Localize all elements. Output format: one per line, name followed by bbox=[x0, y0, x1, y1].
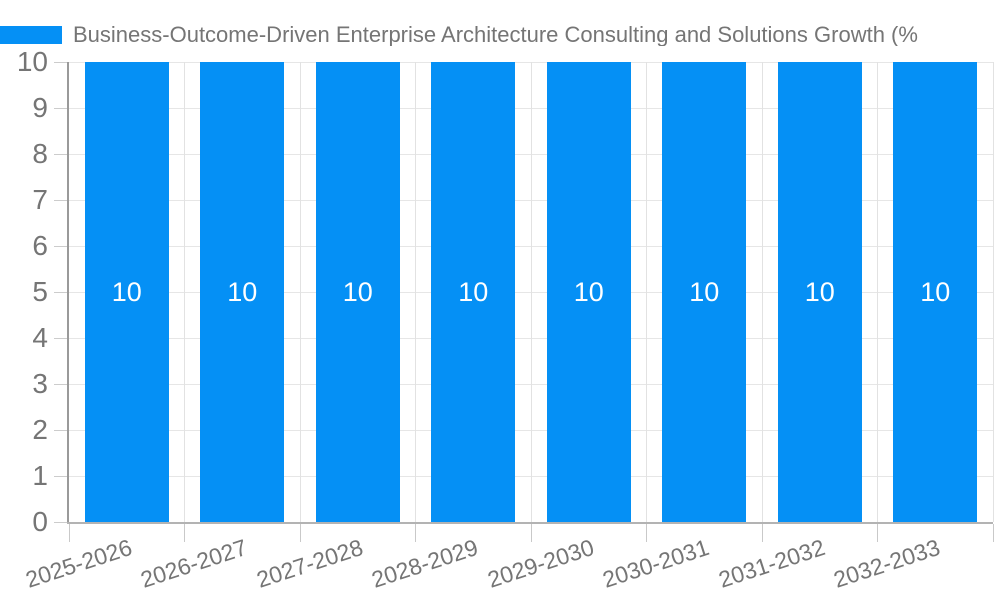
x-tick-mark bbox=[68, 524, 70, 542]
chart-title: Business-Outcome-Driven Enterprise Archi… bbox=[73, 24, 918, 46]
y-tick-label: 2 bbox=[32, 414, 48, 445]
bar[interactable] bbox=[546, 62, 631, 522]
legend-swatch[interactable] bbox=[0, 26, 62, 44]
y-tick-label: 0 bbox=[32, 506, 48, 537]
y-tick-label: 6 bbox=[32, 230, 48, 261]
bar[interactable] bbox=[200, 62, 285, 522]
v-grid-line bbox=[992, 62, 994, 522]
y-tick-label: 10 bbox=[16, 46, 48, 77]
y-tick-label: 7 bbox=[32, 184, 48, 215]
bar-value-label: 10 bbox=[342, 277, 373, 307]
y-tick-mark bbox=[54, 383, 69, 385]
v-grid-line bbox=[646, 62, 647, 522]
legend: Business-Outcome-Driven Enterprise Archi… bbox=[0, 24, 1000, 46]
bar[interactable] bbox=[431, 62, 516, 522]
y-tick-mark bbox=[54, 107, 69, 109]
y-tick-label: 1 bbox=[32, 460, 48, 491]
y-tick-mark bbox=[54, 291, 69, 293]
x-tick-mark bbox=[877, 524, 878, 542]
x-axis-line bbox=[67, 522, 993, 524]
bar[interactable] bbox=[777, 62, 862, 522]
y-tick-label: 3 bbox=[32, 368, 48, 399]
v-grid-line bbox=[184, 62, 185, 522]
bar-value-label: 10 bbox=[920, 277, 951, 307]
x-tick-mark bbox=[530, 524, 532, 542]
y-tick-mark bbox=[54, 521, 69, 523]
x-tick-mark bbox=[646, 524, 647, 542]
x-tick-mark bbox=[184, 524, 185, 542]
v-grid-line bbox=[530, 62, 532, 522]
x-tick-mark bbox=[415, 524, 416, 542]
y-tick-mark bbox=[54, 153, 69, 155]
y-tick-mark bbox=[54, 61, 69, 63]
v-grid-line bbox=[761, 62, 763, 522]
v-grid-line bbox=[299, 62, 301, 522]
y-tick-mark bbox=[54, 199, 69, 201]
y-tick-mark bbox=[54, 429, 69, 431]
bar-value-label: 10 bbox=[111, 277, 142, 307]
y-tick-mark bbox=[54, 475, 69, 477]
bar[interactable] bbox=[315, 62, 400, 522]
bar[interactable] bbox=[893, 62, 978, 522]
bar[interactable] bbox=[662, 62, 747, 522]
v-grid-line bbox=[415, 62, 416, 522]
y-axis-line bbox=[67, 62, 69, 524]
bar-value-label: 10 bbox=[689, 277, 720, 307]
bar[interactable] bbox=[84, 62, 169, 522]
bar-value-label: 10 bbox=[227, 277, 258, 307]
y-tick-label: 8 bbox=[32, 138, 48, 169]
bar-value-label: 10 bbox=[804, 277, 835, 307]
y-tick-mark bbox=[54, 337, 69, 339]
bar-value-label: 10 bbox=[458, 277, 489, 307]
x-tick-mark bbox=[992, 524, 994, 542]
y-tick-label: 5 bbox=[32, 276, 48, 307]
x-tick-mark bbox=[299, 524, 301, 542]
bar-value-label: 10 bbox=[573, 277, 604, 307]
y-tick-label: 4 bbox=[32, 322, 48, 353]
x-tick-mark bbox=[761, 524, 763, 542]
v-grid-line bbox=[877, 62, 878, 522]
y-tick-mark bbox=[54, 245, 69, 247]
y-tick-label: 9 bbox=[32, 92, 48, 123]
